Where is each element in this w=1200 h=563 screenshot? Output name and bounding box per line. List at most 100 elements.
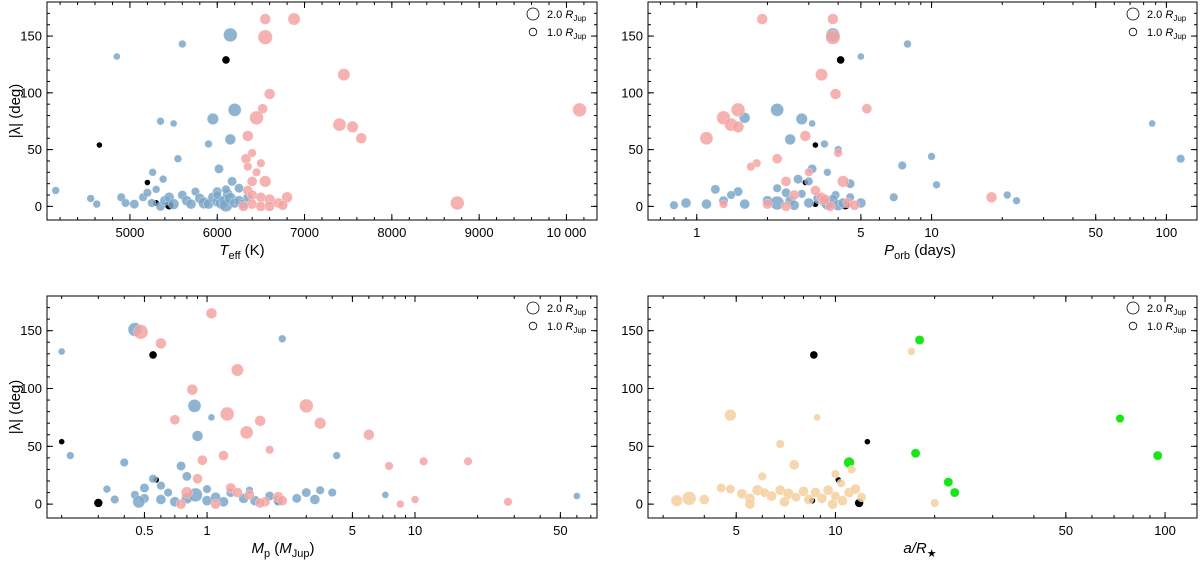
chart-panel-teff: 5000 6000 7000 8000 9000 10 000 0 50 100 150 Teff … — [7, 1, 598, 262]
data-point-pink — [355, 132, 367, 144]
y-tick-label: 0 — [35, 497, 42, 512]
data-point-black — [864, 438, 871, 445]
data-point-blue — [808, 119, 816, 128]
data-point-pink — [265, 445, 275, 455]
data-point-pink — [244, 489, 255, 501]
data-point-pink — [837, 175, 850, 188]
data-point-blue — [147, 198, 157, 208]
data-point-pink — [257, 103, 268, 114]
size-legend: 2.0 RJup 1.0 RJup — [526, 301, 587, 335]
y-tick-label: 50 — [28, 142, 42, 157]
data-point-pink — [277, 200, 288, 211]
data-point-pink — [205, 307, 217, 319]
data-point-green — [1115, 414, 1125, 423]
data-point-blue — [221, 184, 231, 194]
y-tick-label: 150 — [621, 323, 643, 338]
data-point-pink — [332, 117, 347, 132]
data-point-blue — [309, 494, 321, 505]
data-point-tan — [856, 492, 867, 502]
data-point-tan — [836, 478, 846, 488]
plot-frame — [647, 1, 1198, 221]
data-point-pink — [259, 175, 272, 188]
x-axis-label: Porb (days) — [884, 242, 956, 262]
x-tick-label: 7000 — [290, 225, 319, 240]
data-point-blue — [51, 186, 60, 195]
x-tick-label: 1 — [203, 523, 210, 538]
data-point-blue — [182, 471, 192, 482]
data-point-blue — [903, 39, 912, 49]
data-point-blue — [163, 488, 173, 497]
legend-label-small: 1.0 RJup — [1147, 27, 1187, 41]
data-point-blue — [301, 487, 312, 498]
data-point-blue — [739, 198, 750, 210]
x-tick-label: 10 000 — [547, 225, 587, 240]
data-point-tan — [724, 409, 737, 421]
x-tick-label: 9000 — [465, 225, 494, 240]
legend-marker-small — [1128, 27, 1138, 37]
data-point-blue — [701, 198, 712, 210]
data-point-pink — [242, 130, 254, 142]
data-point-blue — [770, 103, 784, 117]
data-point-pink — [314, 417, 327, 430]
data-point-blue — [278, 334, 287, 343]
data-point-blue — [793, 174, 803, 184]
data-point-tan — [744, 498, 755, 510]
data-points — [669, 13, 1186, 212]
data-point-pink — [247, 198, 258, 210]
y-tick-label: 0 — [636, 199, 643, 214]
x-tick-label: 50 — [1088, 225, 1102, 240]
data-point-tan — [813, 413, 821, 422]
data-point-blue — [66, 451, 75, 460]
data-point-blue — [224, 133, 236, 145]
data-point-blue — [803, 197, 814, 209]
data-point-blue — [129, 199, 140, 209]
x-tick-label: 50 — [553, 523, 567, 538]
data-point-pink — [827, 13, 839, 25]
data-point-pink — [772, 153, 783, 164]
data-point-blue — [152, 185, 161, 194]
data-points — [58, 307, 581, 510]
data-point-blue — [228, 103, 242, 117]
y-tick-label: 100 — [621, 381, 643, 396]
data-point-blue — [897, 161, 907, 170]
data-point-blue — [132, 495, 146, 509]
data-point-pink — [175, 498, 187, 510]
data-point-green — [910, 448, 921, 459]
data-point-blue — [155, 494, 167, 505]
legend-label-large: 2.0 RJup — [547, 9, 587, 23]
legend-marker-small — [1128, 321, 1138, 331]
data-point-blue — [234, 183, 244, 193]
data-point-tan — [682, 491, 697, 506]
data-point-tan — [725, 484, 736, 494]
data-point-black — [149, 351, 157, 359]
data-point-blue — [58, 347, 66, 356]
x-tick-label: 50 — [1059, 523, 1073, 538]
data-point-green — [943, 477, 954, 487]
data-point-tan — [831, 469, 840, 479]
data-point-pink — [257, 29, 273, 45]
data-point-pink — [861, 103, 872, 114]
data-point-green — [1152, 450, 1163, 461]
y-tick-label: 50 — [28, 439, 42, 454]
data-point-pink — [780, 176, 792, 187]
data-point-blue — [784, 133, 796, 145]
legend-marker-small — [528, 321, 538, 331]
data-point-blue — [927, 152, 936, 161]
data-point-pink — [231, 363, 244, 377]
y-tick-label: 50 — [629, 439, 643, 454]
data-point-blue — [185, 198, 197, 210]
data-point-tan — [798, 486, 809, 497]
data-point-pink — [719, 199, 728, 209]
y-tick-label: 0 — [35, 199, 42, 214]
data-point-blue — [857, 52, 865, 61]
data-point-blue — [823, 168, 832, 177]
data-point-tan — [850, 483, 861, 495]
data-point-pink — [789, 189, 800, 201]
x-tick-label: 10 — [828, 523, 842, 538]
data-point-pink — [232, 487, 243, 498]
y-tick-label: 100 — [20, 381, 42, 396]
data-point-tan — [930, 498, 940, 508]
data-point-pink — [247, 176, 258, 187]
data-point-tan — [670, 494, 683, 507]
data-point-pink — [155, 337, 167, 349]
